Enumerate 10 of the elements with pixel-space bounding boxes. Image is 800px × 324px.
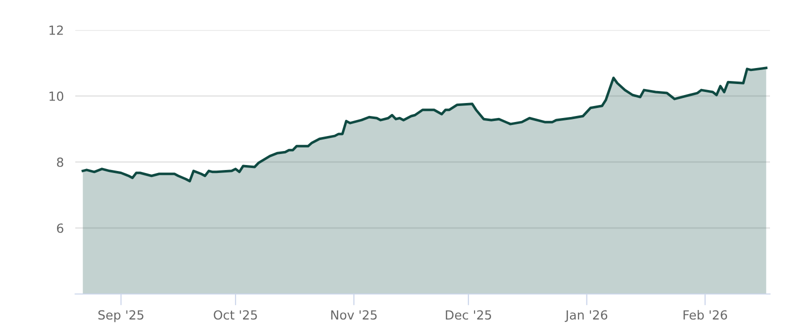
x-tick-label: Jan '26 [564, 310, 608, 322]
x-tick-label: Sep '25 [98, 310, 144, 322]
x-tick-label: Nov '25 [331, 310, 377, 320]
y-tick-label: 12 [50, 25, 63, 35]
x-tick-label: Feb '26 [684, 310, 728, 320]
y-tick-label: 8 [56, 157, 64, 167]
y-tick-label: 6 [57, 223, 64, 233]
x-tick-label: Oct '25 [214, 310, 257, 320]
y-tick-label: 10 [50, 91, 64, 101]
x-tick-label: Dec '25 [446, 310, 492, 320]
